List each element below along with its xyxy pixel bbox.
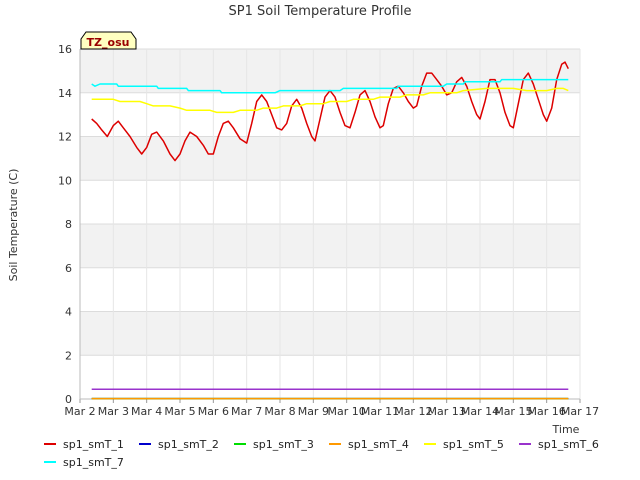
y-tick-label: 16 — [58, 43, 72, 56]
x-tick-label: Mar 3 — [98, 405, 129, 418]
series-line-sp1-smT-5 — [91, 87, 569, 114]
legend-swatch — [329, 443, 341, 445]
badge: TZ_osu — [80, 31, 137, 50]
plot-band — [80, 92, 580, 137]
x-tick-label: Mar 2 — [64, 405, 95, 418]
x-tick-label: Mar 17 — [561, 405, 599, 418]
x-tick-label: Mar 9 — [298, 405, 329, 418]
y-tick-label: 8 — [65, 218, 72, 231]
y-tick-label: 14 — [58, 87, 72, 100]
x-tick-label: Mar 11 — [361, 405, 399, 418]
legend-swatch — [424, 443, 436, 445]
x-tick-label: Mar 7 — [231, 405, 262, 418]
legend-label: sp1_smT_1 — [63, 437, 124, 451]
legend-item-sp1-smT-3: sp1_smT_3 — [234, 436, 329, 452]
chart-title: SP1 Soil Temperature Profile — [229, 4, 412, 19]
y-tick-label: 6 — [65, 262, 72, 275]
x-tick-label: Mar 6 — [198, 405, 229, 418]
x-tick-label: Mar 15 — [494, 405, 532, 418]
x-tick-label: Mar 14 — [461, 405, 499, 418]
badge-label: TZ_osu — [87, 36, 130, 49]
legend-label: sp1_smT_2 — [158, 437, 219, 451]
legend-label: sp1_smT_6 — [538, 437, 599, 451]
legend-swatch — [139, 443, 151, 445]
y-tick-label: 0 — [65, 393, 72, 406]
x-tick-label: Mar 8 — [264, 405, 295, 418]
plot-band — [80, 136, 580, 181]
legend-item-sp1-smT-1: sp1_smT_1 — [44, 436, 139, 452]
legend-label: sp1_smT_3 — [253, 437, 314, 451]
legend-label: sp1_smT_5 — [443, 437, 504, 451]
legend-item-sp1-smT-6: sp1_smT_6 — [519, 436, 614, 452]
legend-swatch — [519, 443, 531, 445]
legend-swatch — [234, 443, 246, 445]
x-tick-label: Mar 13 — [428, 405, 466, 418]
legend-item-sp1-smT-5: sp1_smT_5 — [424, 436, 519, 452]
badge-box — [80, 31, 137, 50]
y-tick-label: 2 — [65, 349, 72, 362]
y-tick-label: 4 — [65, 306, 72, 319]
legend-item-sp1-smT-7: sp1_smT_7 — [44, 454, 139, 470]
plot-band — [80, 355, 580, 399]
legend-item-sp1-smT-4: sp1_smT_4 — [329, 436, 424, 452]
x-tick-label: Mar 5 — [164, 405, 195, 418]
legend-label: sp1_smT_7 — [63, 455, 124, 469]
x-axis-label: Time — [552, 423, 580, 436]
x-tick-label: Mar 4 — [131, 405, 162, 418]
legend-swatch — [44, 443, 56, 445]
legend-swatch — [44, 461, 56, 463]
y-tick-label: 10 — [58, 174, 72, 187]
plot-band — [80, 267, 580, 312]
x-tick-label: Mar 10 — [328, 405, 366, 418]
legend: sp1_smT_1 sp1_smT_2 sp1_smT_3 sp1_smT_4 sp1_… — [44, 436, 634, 470]
x-tick-label: Mar 16 — [528, 405, 566, 418]
y-axis-label: Soil Temperature (C) — [7, 169, 20, 282]
legend-item-sp1-smT-2: sp1_smT_2 — [139, 436, 234, 452]
series-line-sp1-smT-7 — [91, 78, 569, 94]
x-tick-label: Mar 12 — [394, 405, 432, 418]
plot-band — [80, 180, 580, 224]
plot-band — [80, 224, 580, 268]
plot-band — [80, 311, 580, 356]
legend-label: sp1_smT_4 — [348, 437, 409, 451]
y-tick-label: 12 — [58, 131, 72, 144]
